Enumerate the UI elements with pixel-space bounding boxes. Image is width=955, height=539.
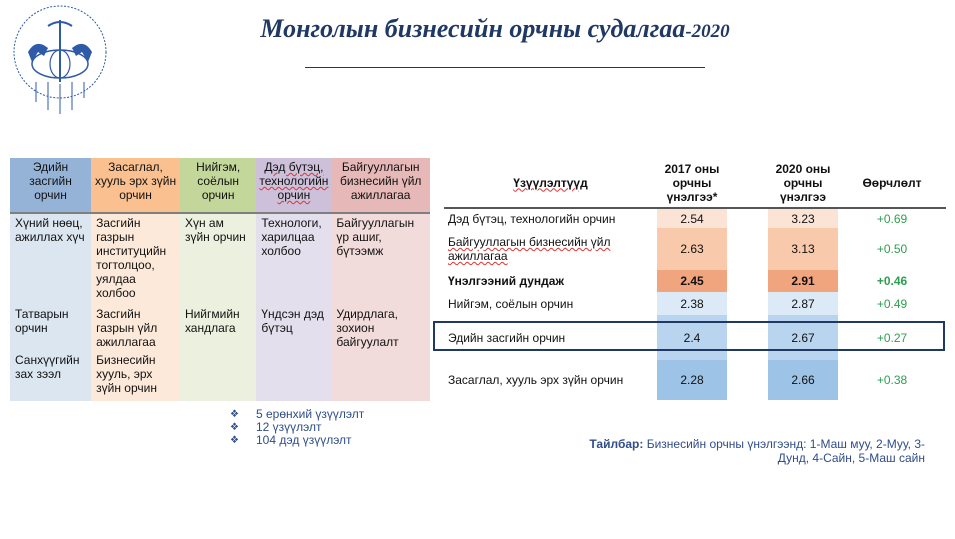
table-cell: Үндсэн дэд бүтэц	[256, 305, 332, 351]
cell-v2020: 2.87	[768, 292, 838, 315]
cell-change: +0.27	[876, 330, 908, 345]
header-economic: Эдийн засгийн орчин	[10, 158, 92, 214]
title-main: Монголын бизнесийн орчны судалгаа	[260, 14, 686, 43]
table-cell: Бизнесийн хууль, эрх зүйн орчин	[91, 351, 180, 401]
table-cell: Нийгмийн хандлага	[179, 305, 257, 351]
title-year: -2020	[685, 21, 730, 42]
cell-v2020: 3.23	[768, 208, 838, 228]
cell-v2017: 2.38	[657, 292, 727, 315]
table-cell: Хүн ам зүйн орчин	[179, 213, 257, 305]
cell-v2017: 2.28	[657, 360, 727, 400]
cell-change: +0.49	[876, 296, 908, 311]
diamond-bullet-icon: ❖	[230, 409, 239, 420]
diamond-bullet-icon: ❖	[230, 422, 239, 433]
table-row: Нийгэм, соёлын орчин 2.38 2.87 +0.49	[444, 292, 946, 315]
legend-note: Тайлбар: Бизнесийн орчны үнэлгээнд: 1-Ма…	[589, 437, 925, 465]
header-governance: Засаглал, хууль эрх зүйн орчин	[91, 158, 180, 214]
cell-label: Дэд бүтэц, технологийн орчин	[448, 211, 616, 226]
table-row: Санхүүгийн зах зээл Бизнесийн хууль, эрх …	[10, 351, 430, 401]
assessment-table: Үзүүлэлтүүд 2017 оны орчны үнэлгээ* 2020…	[444, 158, 946, 400]
table-cell	[256, 351, 332, 401]
slide-title: Монголын бизнесийн орчны судалгаа-2020	[200, 14, 790, 44]
cell-change: +0.38	[876, 373, 908, 387]
bullet-item: ❖ 12 үзүүлэлт	[230, 420, 322, 434]
indicator-categories-table: Эдийн засгийн орчин Засаглал, хууль эрх …	[10, 158, 430, 401]
cell-v2017: 2.45	[657, 270, 727, 292]
table-cell	[331, 351, 430, 401]
table-cell: Засгийн газрын институцийн тогтолцоо, уя…	[91, 213, 180, 305]
cell-label: Эдийн засгийн орчин	[448, 330, 566, 345]
chamber-logo	[13, 5, 107, 114]
table-cell: Санхүүгийн зах зээл	[10, 351, 92, 401]
indicator-summary-list: ❖ 5 ерөнхий үзүүлэлт ❖ 12 үзүүлэлт ❖ 104 дэ…	[230, 408, 364, 447]
cell-v2017: 2.54	[657, 208, 727, 228]
spacer	[727, 292, 768, 315]
bullet-item: ❖ 104 дэд үзүүлэлт	[230, 433, 352, 447]
spacer	[727, 228, 768, 270]
table-row: Татварын орчин Засгийн газрын үйл ажиллаг…	[10, 305, 430, 351]
cell-label: Байгууллагын бизнесийн үйл ажиллагаа	[448, 235, 611, 263]
header-2017: 2017 оны орчны үнэлгээ*	[657, 158, 727, 209]
header-infrastructure: Дэд бүтэц, технологийн орчин	[256, 158, 332, 214]
table-row: Дэд бүтэц, технологийн орчин 2.54 3.23 +0.6…	[444, 208, 946, 228]
table-row: Хүний нөөц, ажиллах хүч Засгийн газрын ин…	[10, 213, 430, 305]
title-underline	[305, 67, 705, 68]
cell-change: +0.50	[876, 242, 908, 256]
table-cell: Байгууллагын үр ашиг, бүтээмж	[331, 213, 430, 305]
spacer	[727, 360, 768, 400]
cell-label: Үнэлгээний дундаж	[448, 274, 564, 288]
cell-change: +0.69	[876, 211, 908, 226]
table-row: Үнэлгээний дундаж 2.45 2.91 +0.46	[444, 270, 946, 292]
cell-label: Нийгэм, соёлын орчин	[448, 296, 574, 311]
header-business: Байгууллагын бизнесийн үйл ажиллагаа	[331, 158, 430, 214]
table-row: Байгууллагын бизнесийн үйл ажиллагаа 2.63…	[444, 228, 946, 270]
cell-v2020: 2.66	[768, 360, 838, 400]
header-change: Өөрчлөлт	[838, 158, 946, 209]
cell-label: Засаглал, хууль эрх зүйн орчин	[448, 373, 624, 387]
table-row: Засаглал, хууль эрх зүйн орчин 2.28 2.66 +0…	[444, 360, 946, 400]
header-2020: 2020 оны орчны үнэлгээ	[768, 158, 838, 209]
highlight-box	[433, 321, 945, 351]
cell-change: +0.46	[876, 274, 908, 288]
table-cell: Засгийн газрын үйл ажиллагаа	[91, 305, 180, 351]
table-cell	[179, 351, 257, 401]
header-social: Нийгэм, соёлын орчин	[179, 158, 257, 214]
spacer	[727, 208, 768, 228]
table-cell: Татварын орчин	[10, 305, 92, 351]
cell-v2020: 2.91	[768, 270, 838, 292]
table-cell: Технологи, харилцаа холбоо	[256, 213, 332, 305]
table-cell: Хүний нөөц, ажиллах хүч	[10, 213, 92, 305]
table-cell: Удирдлага, зохион байгуулалт	[331, 305, 430, 351]
diamond-bullet-icon: ❖	[230, 435, 239, 446]
bullet-item: ❖ 5 ерөнхий үзүүлэлт	[230, 407, 365, 421]
cell-v2017: 2.63	[657, 228, 727, 270]
spacer	[727, 270, 768, 292]
header-indicators: Үзүүлэлтүүд	[444, 158, 657, 209]
cell-v2020: 3.13	[768, 228, 838, 270]
